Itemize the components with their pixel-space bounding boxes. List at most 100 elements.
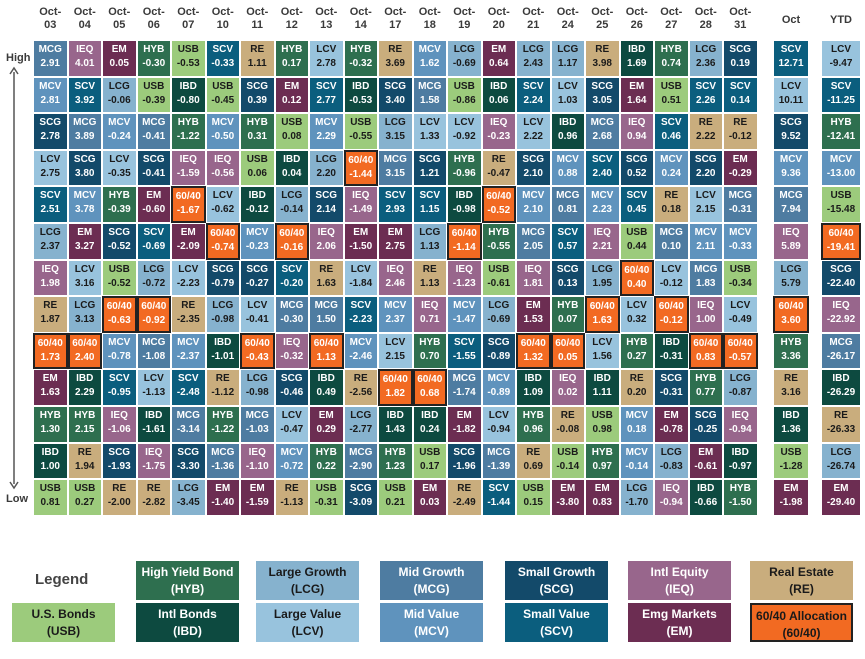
cell-asset-code: EM (77, 227, 93, 238)
cell-return-value: 0.27 (75, 497, 95, 509)
return-cell: MCG -0.30 (274, 296, 309, 333)
cell-asset-code: USB (453, 80, 475, 92)
column-header-line2: 05 (113, 19, 126, 31)
cell-return-value: 0.03 (420, 497, 440, 509)
return-cell: 60/40 0.68 (412, 369, 447, 406)
return-cell: IBD 1.09 (516, 369, 551, 406)
cell-asset-code: MCV (556, 153, 579, 165)
cell-asset-code: USB (626, 227, 648, 238)
cell-asset-code: RE (112, 483, 127, 495)
return-cell: IBD -0.98 (447, 186, 482, 223)
return-cell: LCV -0.62 (205, 186, 240, 223)
cell-asset-code: SCV (281, 263, 303, 275)
column-header-line1: Oct- (694, 6, 717, 18)
cell-return-value: -0.34 (728, 277, 752, 289)
return-cell: SCV -0.69 (136, 223, 171, 260)
cell-asset-code: SCG (384, 80, 407, 92)
legend-item: Large Growth (LCG) (256, 561, 359, 600)
return-cell: USB -0.61 (481, 259, 516, 297)
cell-asset-code: USB (74, 483, 96, 495)
cell-asset-code: IEQ (628, 117, 646, 129)
cell-asset-code: SCG (591, 80, 614, 92)
cell-return-value: -0.56 (211, 167, 235, 179)
cell-return-value: -22.40 (826, 277, 856, 289)
return-cell: MCV -0.78 (102, 332, 137, 370)
cell-asset-code: EM (111, 44, 127, 55)
cell-asset-code: LCV (247, 300, 268, 312)
cell-asset-code: SCV (108, 373, 130, 385)
cell-return-value: -0.87 (728, 387, 752, 399)
cell-return-value: 0.96 (558, 131, 578, 143)
cell-return-value: 0.13 (558, 277, 578, 289)
return-cell: HYB -0.39 (102, 186, 137, 223)
cell-return-value: -0.14 (556, 460, 580, 472)
legend-item: Intl Bonds (IBD) (136, 603, 239, 642)
cell-asset-code: MCV (418, 44, 441, 55)
cell-return-value: -1.03 (245, 424, 269, 435)
cell-return-value: -1.36 (211, 460, 235, 472)
column-header-line1: Oct- (280, 6, 303, 18)
cell-asset-code: MCG (452, 373, 476, 385)
cell-return-value: 2.75 (385, 241, 405, 252)
return-cell: USB 0.51 (654, 76, 689, 114)
cell-return-value: -1.75 (142, 460, 166, 472)
return-cell: USB 0.98 (585, 406, 620, 443)
cell-asset-code: HYB (108, 190, 130, 202)
cell-asset-code: USB (177, 44, 199, 55)
cell-return-value: -1.12 (211, 387, 235, 399)
return-cell: LCG 2.37 (33, 223, 68, 260)
cell-return-value: 2.22 (523, 131, 543, 143)
cell-return-value: -0.47 (487, 167, 511, 179)
return-cell: LCG -0.98 (240, 369, 275, 406)
cell-asset-code: IBD (145, 410, 163, 421)
cell-asset-code: SCG (453, 446, 476, 458)
cell-asset-code: USB (591, 410, 613, 421)
legend-item-name: Small Value (523, 607, 590, 621)
cell-return-value: 2.91 (40, 58, 60, 69)
cell-return-value: 5.89 (781, 241, 801, 252)
cell-asset-code: EM (456, 410, 472, 421)
cell-return-value: 5.79 (781, 277, 801, 289)
cell-return-value: -1.47 (452, 314, 476, 326)
legend-item: Small Growth (SCG) (505, 561, 608, 600)
cell-return-value: 1.32 (523, 351, 543, 363)
cell-return-value: 3.69 (385, 58, 405, 69)
cell-return-value: 2.06 (316, 241, 336, 252)
cell-asset-code: RE (146, 483, 161, 495)
cell-asset-code: SCV (453, 336, 475, 348)
cell-return-value: 1.63 (592, 315, 612, 327)
cell-asset-code: MCV (108, 117, 131, 129)
cell-return-value: -0.52 (107, 277, 131, 289)
cell-return-value: 0.20 (627, 387, 647, 399)
cell-return-value: -12.41 (826, 131, 856, 143)
return-cell: IEQ -1.59 (171, 149, 206, 187)
return-cell: EM -0.60 (136, 186, 171, 223)
cell-return-value: 2.36 (696, 58, 716, 69)
cell-return-value: 7.94 (781, 204, 801, 216)
return-cell: USB 0.44 (619, 223, 654, 260)
cell-return-value: -0.14 (280, 204, 304, 216)
return-cell: LCG -2.77 (343, 406, 378, 443)
cell-asset-code: HYB (74, 410, 96, 421)
cell-asset-code: MCG (521, 227, 545, 238)
cell-asset-code: LCG (626, 483, 648, 495)
cell-return-value: -0.89 (487, 350, 511, 362)
return-cell: EM -0.78 (654, 406, 689, 443)
return-cell: MCV -0.89 (481, 369, 516, 406)
return-cell: SCG -3.09 (343, 479, 378, 516)
return-cell: EM -1.50 (343, 223, 378, 260)
cell-asset-code: MCG (590, 117, 614, 129)
cell-return-value: 1.00 (696, 314, 716, 326)
return-cell: MCG 0.81 (550, 186, 585, 223)
cell-return-value: 0.39 (247, 94, 267, 106)
return-cell: RE -2.00 (102, 479, 137, 516)
cell-asset-code: SCG (108, 446, 131, 458)
cell-return-value: -2.77 (349, 424, 373, 435)
cell-return-value: 3.15 (385, 131, 405, 143)
return-cell: MCV 2.10 (516, 186, 551, 223)
cell-asset-code: RE (319, 263, 334, 275)
cell-asset-code: IBD (41, 446, 59, 458)
cell-asset-code: MCV (280, 446, 303, 458)
cell-return-value: -0.39 (107, 204, 131, 216)
return-cell: MCG -1.39 (481, 442, 516, 480)
